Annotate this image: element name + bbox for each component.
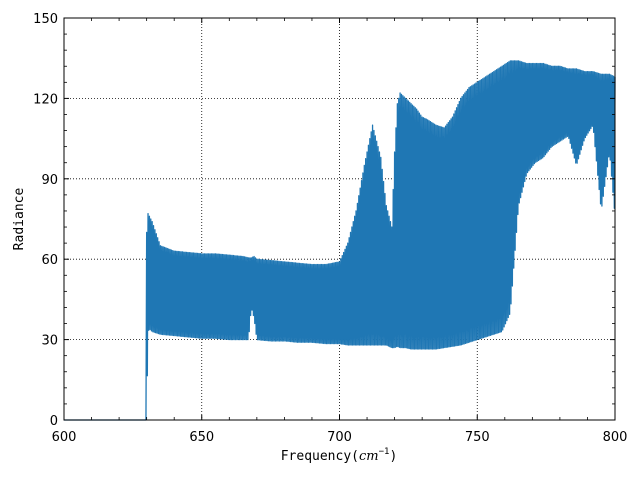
ticks [63,17,616,421]
y-tick-label: 90 [41,173,58,188]
radiance-series-line [64,60,616,421]
y-tick-label: 60 [41,253,58,268]
x-axis-label-main: Frequency( [281,449,359,464]
x-tick-label: 600 [52,430,77,445]
x-tick-label: 700 [327,430,352,445]
x-tick-label: 750 [465,430,490,445]
x-axis-label-unit: cm [359,449,379,464]
x-axis-label-close: ) [389,449,397,464]
series-layer [64,60,616,421]
x-tick-label: 800 [603,430,628,445]
y-tick-label: 0 [50,414,58,429]
tick-labels: 600 650 700 750 800 0 30 60 90 120 150 [33,12,627,445]
y-axis-label: Radiance [12,188,27,251]
y-tick-label: 150 [33,12,58,27]
x-tick-label: 650 [189,430,214,445]
y-tick-label: 120 [33,92,58,107]
y-tick-label: 30 [41,334,58,349]
x-axis-label-unit-exp: −1 [379,447,390,457]
x-axis-label: Frequency(cm−1) [281,447,398,464]
